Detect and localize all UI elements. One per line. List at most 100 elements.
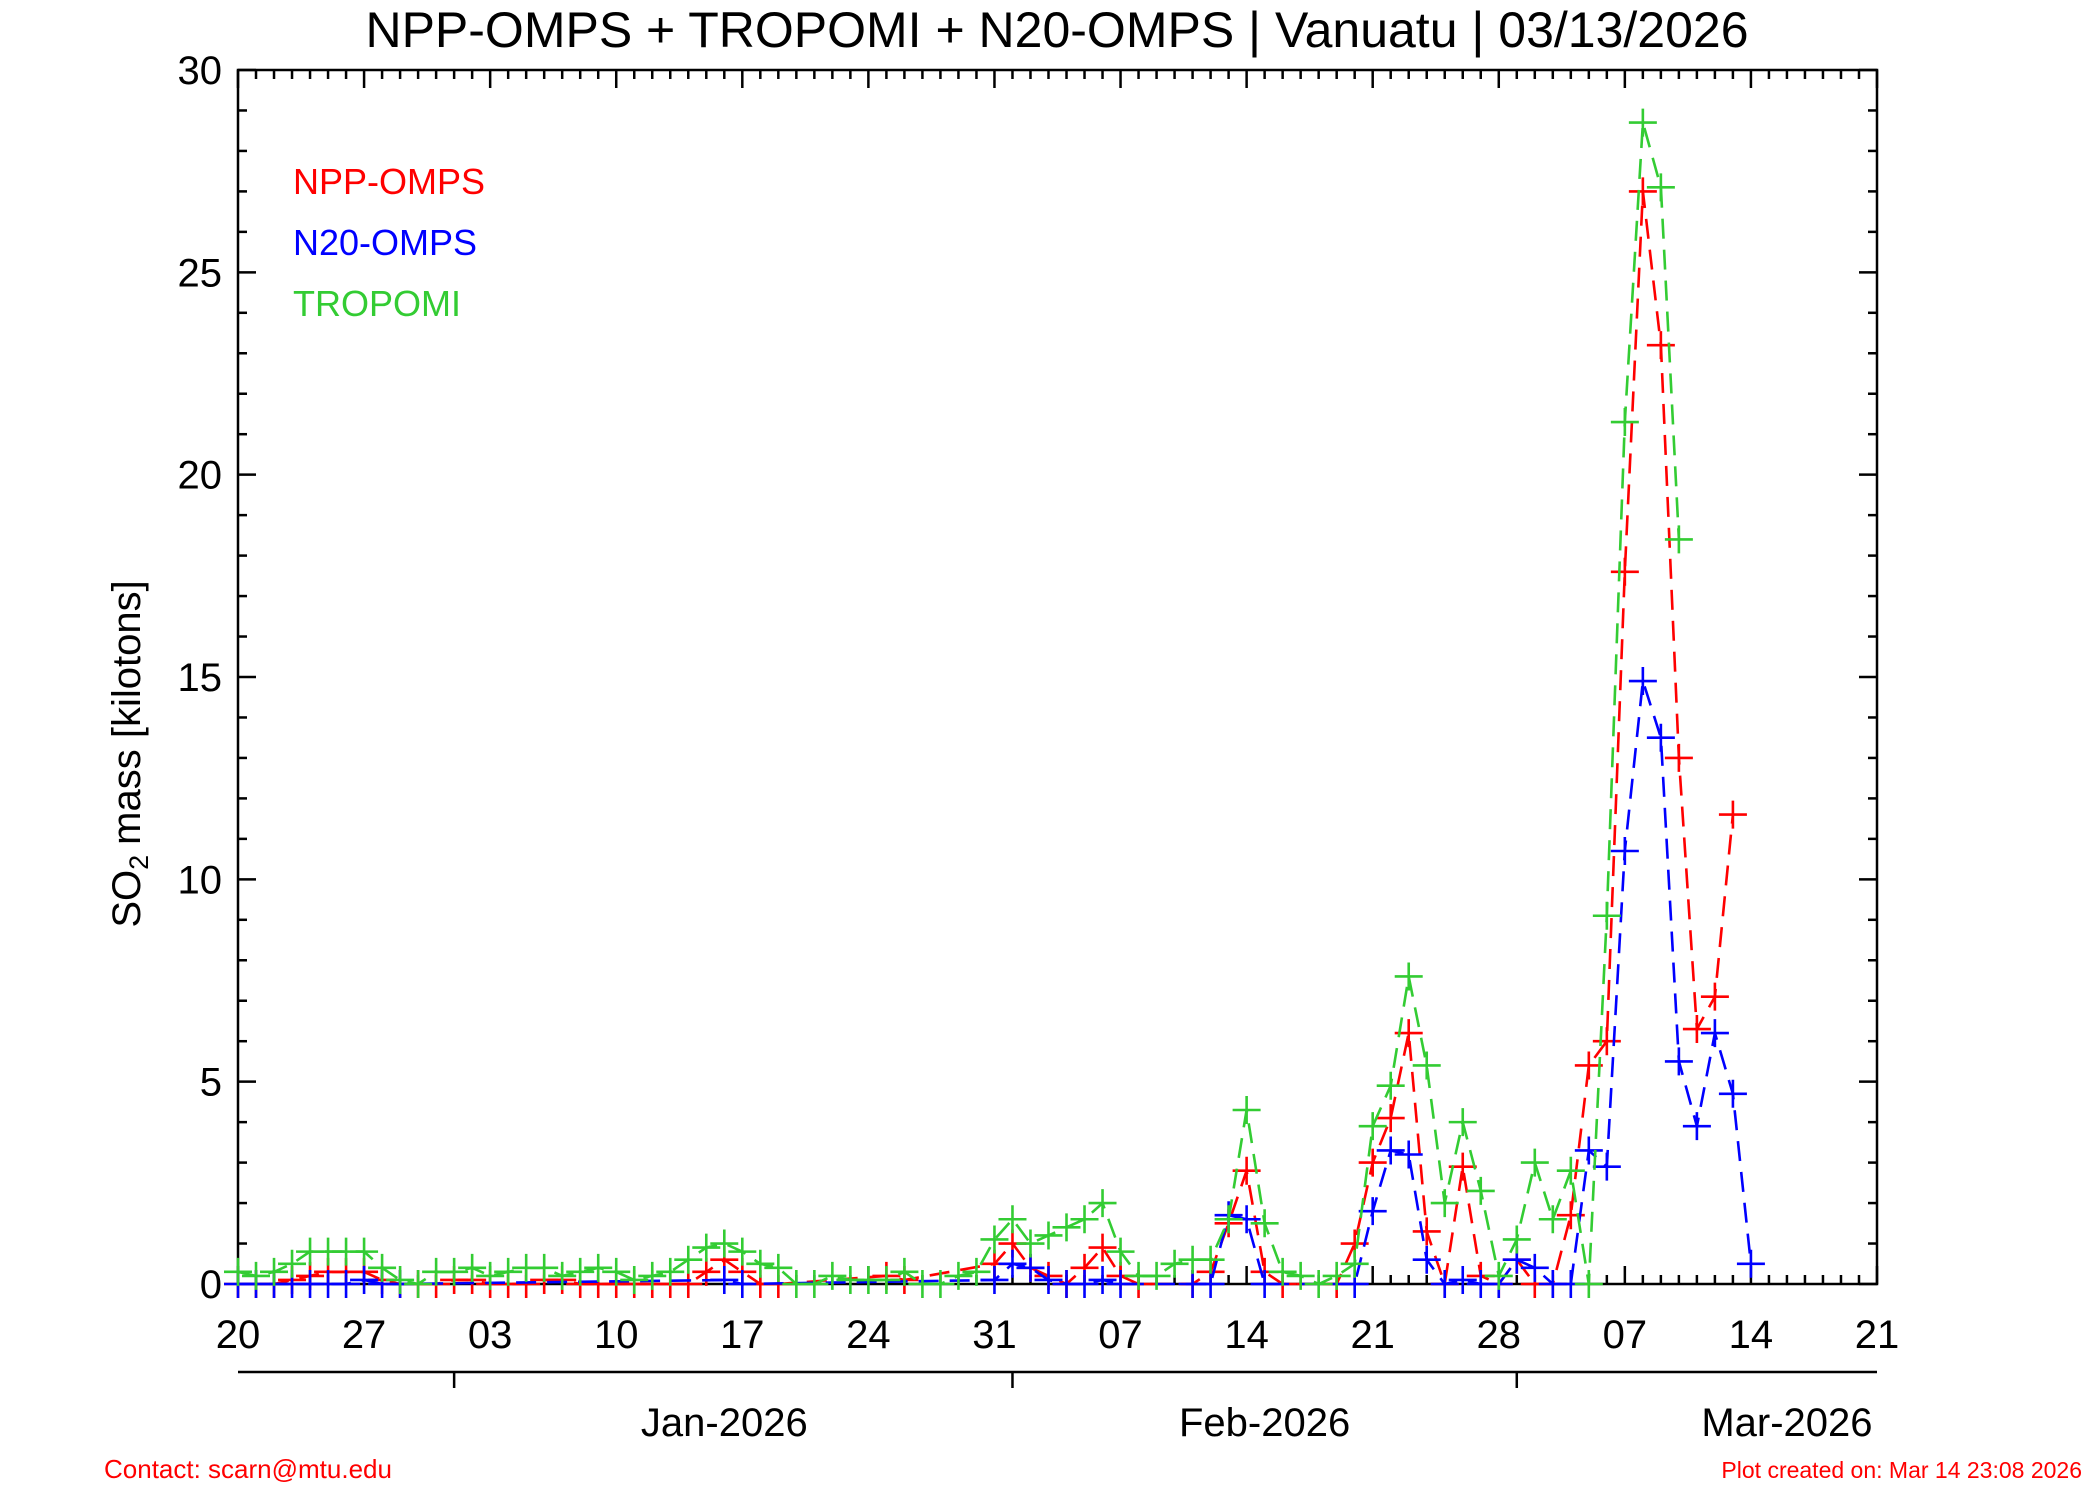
chart-title: NPP-OMPS + TROPOMI + N20-OMPS | Vanuatu …	[365, 2, 1748, 58]
data-point	[278, 1249, 307, 1278]
data-point	[368, 1253, 397, 1282]
data-point	[386, 1265, 415, 1294]
y-axis-label: SO2 mass [kilotons]	[105, 580, 154, 927]
data-point	[1448, 1108, 1477, 1137]
y-tick-label: 30	[178, 49, 223, 93]
data-point	[728, 1237, 757, 1266]
data-point	[1610, 837, 1639, 866]
data-point	[1520, 1253, 1549, 1282]
data-point	[1034, 1221, 1063, 1250]
legend: NPP-OMPS N20-OMPS TROPOMI	[293, 161, 485, 324]
x-tick-label: 14	[1224, 1313, 1269, 1357]
x-tick-label: 10	[594, 1313, 639, 1357]
y-tick-label: 5	[200, 1061, 222, 1105]
data-point	[890, 1257, 919, 1286]
data-point	[1016, 1253, 1045, 1282]
series-tropomi	[224, 108, 1693, 1298]
data-point	[620, 1265, 649, 1294]
data-point	[260, 1257, 289, 1286]
data-point	[1214, 1205, 1243, 1234]
y-tick-label: 20	[178, 454, 223, 498]
data-point	[332, 1270, 361, 1298]
data-point	[476, 1261, 505, 1290]
series-layer	[224, 108, 1765, 1298]
data-point	[1556, 1156, 1585, 1185]
data-point	[962, 1257, 991, 1286]
data-point	[944, 1261, 973, 1290]
data-point	[1430, 1189, 1459, 1218]
x-tick-label: 03	[468, 1313, 513, 1357]
data-point	[1358, 1197, 1387, 1226]
month-label: Feb-2026	[1179, 1401, 1350, 1445]
x-tick-label: 14	[1729, 1313, 1774, 1357]
data-point	[1304, 1270, 1333, 1298]
legend-entry: NPP-OMPS	[293, 161, 485, 202]
data-point	[764, 1253, 793, 1282]
series-n20-omps	[224, 667, 1765, 1298]
legend-entry: TROPOMI	[293, 283, 461, 324]
data-point	[1250, 1270, 1279, 1298]
data-point	[728, 1270, 757, 1298]
data-point	[1106, 1270, 1135, 1298]
data-point	[710, 1265, 739, 1294]
data-point	[1538, 1205, 1567, 1234]
data-point	[1070, 1270, 1099, 1298]
data-point	[1664, 1047, 1693, 1076]
data-point	[1088, 1233, 1117, 1262]
x-tick-label: 07	[1098, 1313, 1143, 1357]
x-tick-label: 27	[342, 1313, 387, 1357]
y-tick-label: 25	[178, 251, 223, 295]
x-tick-label: 28	[1477, 1313, 1522, 1357]
data-point	[1340, 1249, 1369, 1278]
data-point	[1088, 1265, 1117, 1294]
data-point	[548, 1261, 577, 1290]
data-point	[998, 1249, 1027, 1278]
data-point	[494, 1257, 523, 1286]
x-tick-label: 31	[972, 1313, 1017, 1357]
data-point	[530, 1253, 559, 1282]
data-point	[1718, 1079, 1747, 1108]
data-point	[1610, 557, 1639, 586]
month-label: Mar-2026	[1701, 1401, 1872, 1445]
data-point	[1664, 743, 1693, 772]
data-point	[1592, 1152, 1621, 1181]
data-point	[1268, 1257, 1297, 1286]
data-point	[980, 1225, 1009, 1254]
x-tick-label: 21	[1855, 1313, 1900, 1357]
data-point	[1232, 1095, 1261, 1124]
data-point	[800, 1270, 829, 1298]
data-point	[1592, 901, 1621, 930]
data-point	[818, 1261, 847, 1290]
footer-created: Plot created on: Mar 14 23:08 2026	[1721, 1457, 2082, 1483]
data-point	[1286, 1261, 1315, 1290]
data-point	[1574, 1051, 1603, 1080]
data-point	[1700, 982, 1729, 1011]
data-point	[1736, 1249, 1765, 1278]
y-tick-label: 0	[200, 1263, 222, 1307]
data-point	[1034, 1265, 1063, 1294]
data-point	[566, 1257, 595, 1286]
data-point	[224, 1257, 252, 1286]
data-point	[1358, 1148, 1387, 1177]
data-point	[458, 1253, 487, 1282]
month-label: Jan-2026	[641, 1401, 808, 1445]
data-point	[1394, 962, 1423, 991]
data-point	[1394, 1140, 1423, 1169]
data-point	[1484, 1261, 1513, 1290]
y-tick-label: 10	[178, 858, 223, 902]
data-point	[404, 1270, 433, 1298]
data-point	[692, 1233, 721, 1262]
data-point	[1682, 1015, 1711, 1044]
data-point	[1682, 1112, 1711, 1141]
data-point	[1574, 1136, 1603, 1165]
data-point	[998, 1205, 1027, 1234]
data-point	[1502, 1225, 1531, 1254]
data-point	[1142, 1261, 1171, 1290]
data-point	[674, 1245, 703, 1274]
data-point	[242, 1261, 271, 1290]
data-point	[746, 1249, 775, 1278]
data-point	[350, 1265, 379, 1294]
data-point	[1016, 1229, 1045, 1258]
data-point	[1160, 1249, 1189, 1278]
data-point	[1664, 525, 1693, 554]
